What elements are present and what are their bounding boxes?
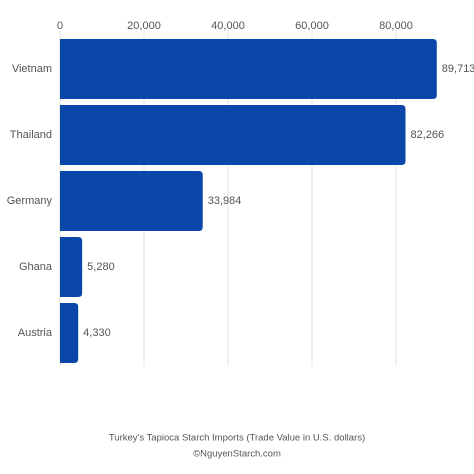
x-tick-label: 20,000 xyxy=(127,20,161,32)
x-tick-label: 0 xyxy=(57,20,63,32)
bar xyxy=(60,105,406,165)
y-tick-label: Ghana xyxy=(19,261,53,273)
value-label: 33,984 xyxy=(208,195,242,207)
chart-source: ©NguyenStarch.com xyxy=(193,449,281,460)
value-label: 82,266 xyxy=(411,129,445,141)
value-label: 4,330 xyxy=(83,327,111,339)
value-label: 89,713 xyxy=(442,63,474,75)
x-tick-label: 40,000 xyxy=(211,20,245,32)
chart-caption: Turkey's Tapioca Starch Imports (Trade V… xyxy=(109,433,365,444)
y-tick-label: Germany xyxy=(7,195,53,207)
bar xyxy=(60,39,437,99)
x-tick-label: 60,000 xyxy=(295,20,329,32)
y-tick-label: Thailand xyxy=(10,129,52,141)
x-tick-label: 80,000 xyxy=(379,20,413,32)
y-tick-label: Austria xyxy=(18,327,53,339)
bar xyxy=(60,303,79,363)
y-tick-label: Vietnam xyxy=(12,63,52,75)
bar xyxy=(60,171,203,231)
bar xyxy=(60,237,83,297)
value-label: 5,280 xyxy=(87,261,115,273)
